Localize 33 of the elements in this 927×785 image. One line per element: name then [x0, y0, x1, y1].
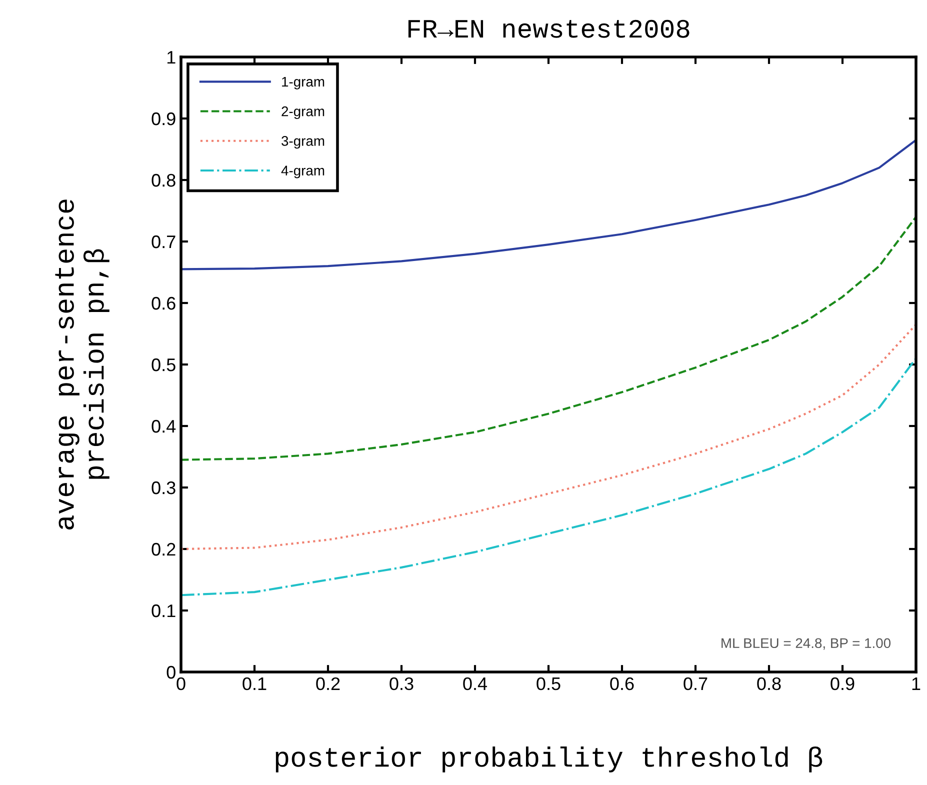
x-tick-label: 0.5: [536, 677, 560, 690]
x-tick-label: 0.6: [610, 677, 634, 690]
x-tick-label: 1: [912, 678, 920, 690]
x-tick-label: 0: [176, 677, 186, 690]
y-tick-label: 0.7: [152, 235, 176, 248]
y-tick-label: 0.5: [152, 358, 176, 372]
legend-label: 4-gram: [281, 166, 324, 178]
y-tick-label: 1: [167, 51, 176, 64]
legend-label: 3-gram: [282, 136, 324, 149]
y-tick-label: 0.6: [152, 296, 176, 310]
y-tick-label: 0.9: [152, 112, 176, 126]
x-tick-label: 0.4: [463, 677, 488, 690]
y-tick-label: 0.1: [152, 604, 176, 618]
x-tick-label: 0.2: [316, 677, 340, 690]
x-tick-label: 0.8: [757, 677, 781, 690]
legend-label: 1-gram: [282, 76, 324, 90]
line-series: [181, 357, 916, 596]
chart-title: FR→EN newstest2008: [408, 20, 690, 38]
x-axis-title: posterior probability threshold β: [276, 746, 822, 772]
x-tick-label: 0.3: [390, 677, 414, 690]
x-tick-label: 0.7: [684, 677, 708, 690]
y-tick-label: 0.2: [152, 542, 176, 556]
legend-label: 2-gram: [282, 106, 324, 120]
line-series: [181, 216, 916, 461]
y-axis-title: average per-sentence precision pn,β: [55, 200, 110, 530]
line-series: [181, 323, 916, 550]
annotation: ML BLEU = 24.8, BP = 1.00: [722, 638, 891, 650]
y-tick-label: 0.3: [152, 481, 176, 494]
y-tick-label: 0.4: [152, 420, 176, 433]
x-tick-label: 0.9: [830, 677, 854, 690]
y-tick-label: 0: [166, 666, 176, 679]
y-tick-label: 0.8: [152, 174, 176, 187]
x-tick-label: 0.1: [242, 677, 266, 690]
